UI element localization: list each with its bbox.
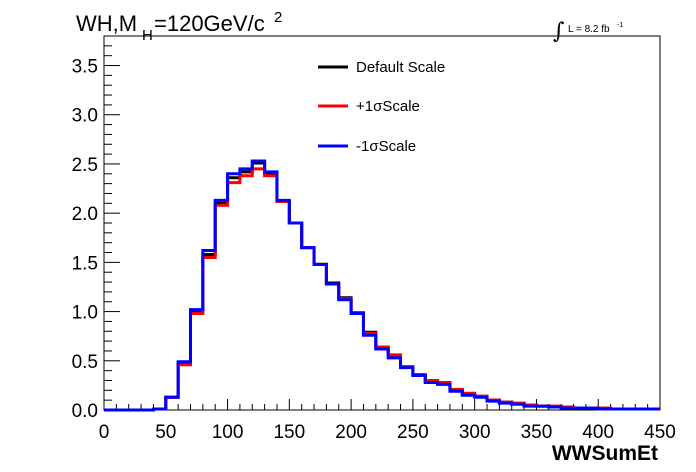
legend: Default Scale +1σScale -1σScale xyxy=(318,59,445,155)
y-tick-label: 1.5 xyxy=(72,253,98,274)
axis-ticks: 0 50 100 150 200 250 300 350 400 450 0.0 0.5 1.0 1.5 2… xyxy=(72,45,676,443)
legend-default-scale-label: Default Scale xyxy=(356,59,445,76)
chart-title-prefix: WH,M xyxy=(76,11,137,36)
x-tick-label: 450 xyxy=(644,422,676,443)
x-tick-label: 250 xyxy=(397,422,429,443)
y-tick-label: 2.5 xyxy=(72,155,98,176)
x-tick-label: 350 xyxy=(521,422,553,443)
x-tick-label: 200 xyxy=(335,422,367,443)
luminosity-exponent: -1 xyxy=(617,22,623,29)
x-tick-label: 150 xyxy=(273,422,305,443)
x-tick-label: 50 xyxy=(155,422,176,443)
chart-title-rest: =120GeV/c xyxy=(154,11,265,36)
x-axis-title: WWSumEt xyxy=(552,442,658,465)
legend-plus-sigma-scale-label: +1σScale xyxy=(356,98,420,115)
x-tick-label: 0 xyxy=(99,422,110,443)
legend-minus-sigma-scale-label: -1σScale xyxy=(356,138,416,155)
luminosity-integral-symbol: ∫ xyxy=(553,19,565,44)
y-tick-label: 2.0 xyxy=(72,204,98,225)
chart-title-superscript: 2 xyxy=(274,9,282,26)
luminosity-label: L = 8.2 fb xyxy=(568,24,610,35)
minus-sigma-scale-series xyxy=(104,159,660,412)
x-tick-label: 300 xyxy=(459,422,491,443)
x-tick-label: 100 xyxy=(212,422,244,443)
x-tick-label: 400 xyxy=(582,422,614,443)
series-layer xyxy=(104,159,660,412)
y-tick-label: 3.5 xyxy=(72,57,98,78)
y-tick-label: 3.0 xyxy=(72,106,98,127)
y-tick-label: 0.0 xyxy=(72,401,98,422)
y-tick-label: 0.5 xyxy=(72,352,98,373)
y-tick-label: 1.0 xyxy=(72,303,98,324)
